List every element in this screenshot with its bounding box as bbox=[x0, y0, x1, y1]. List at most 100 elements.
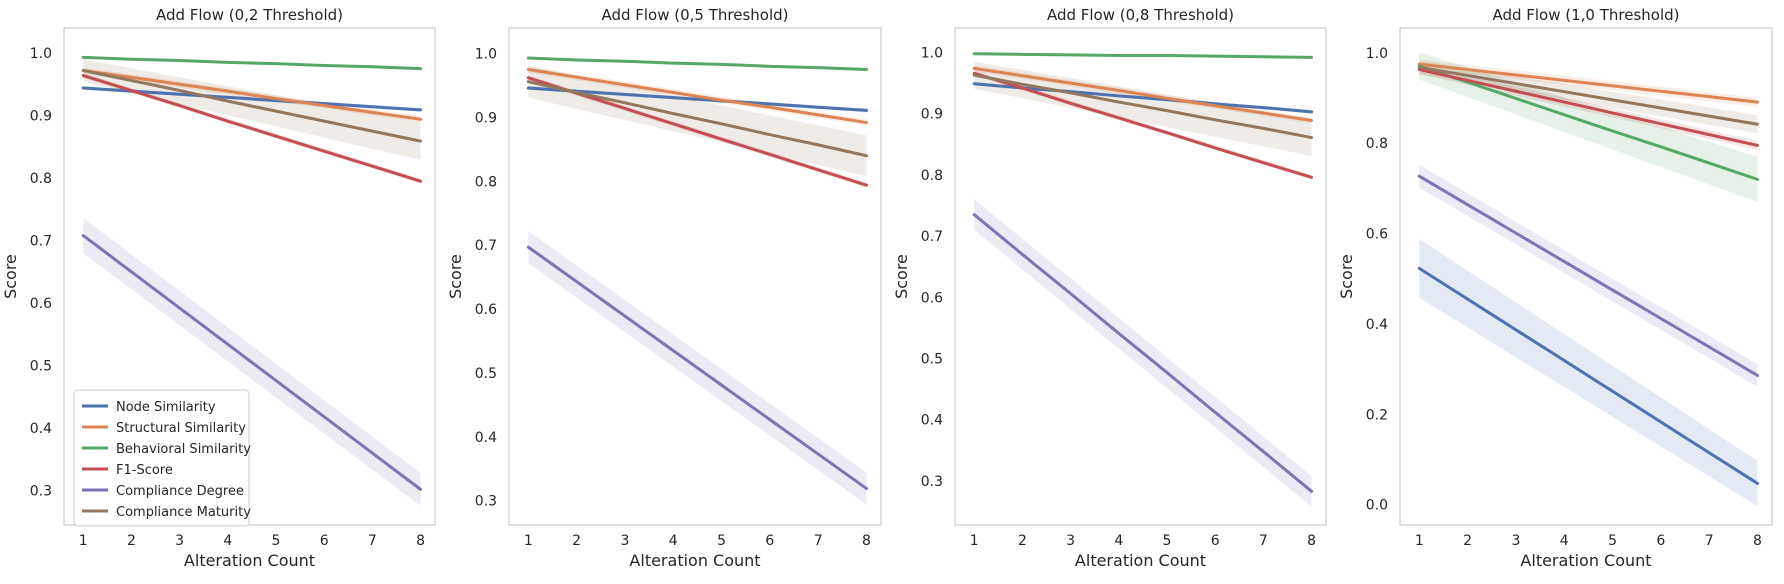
x-tick-label: 2 bbox=[572, 533, 581, 549]
x-tick-label: 1 bbox=[524, 533, 533, 549]
x-tick-label: 7 bbox=[368, 533, 377, 549]
chart-panel-1: Add Flow (0,2 Threshold) 1 2 3 4 5 6 7 8 0.3 0.4 0.… bbox=[1, 6, 436, 570]
y-tick-label: 0.3 bbox=[30, 484, 52, 500]
x-tick-label: 6 bbox=[1211, 533, 1220, 549]
series-line-f1-score bbox=[81, 74, 423, 183]
chart-panel-4: Add Flow (1,0 Threshold) 1 2 3 4 5 6 7 8 0.0 0.2 0.… bbox=[1337, 6, 1773, 570]
series-line-compliance-maturity bbox=[972, 73, 1314, 140]
y-tick-label: 0.5 bbox=[921, 352, 943, 368]
series-line-node-similarity bbox=[526, 86, 869, 112]
x-tick-label: 7 bbox=[1259, 533, 1268, 549]
x-tick-label: 7 bbox=[814, 533, 823, 549]
legend-label-behavioral-similarity: Behavioral Similarity bbox=[116, 442, 251, 457]
ci-band-compliance-maturity bbox=[974, 61, 1312, 156]
series-line-structural-similarity bbox=[526, 68, 869, 125]
y-tick-label: 0.4 bbox=[475, 430, 497, 446]
legend-label-structural-similarity: Structural Similarity bbox=[116, 421, 246, 436]
y-tick-label: 0.9 bbox=[475, 110, 497, 126]
y-tick-label: 0.8 bbox=[1366, 136, 1388, 152]
series-line-compliance-maturity bbox=[81, 69, 423, 143]
x-axis-label: Alteration Count bbox=[184, 551, 315, 570]
x-tick-label: 4 bbox=[1560, 533, 1569, 549]
legend-label-f1-score: F1-Score bbox=[116, 463, 173, 478]
series-line-node-similarity bbox=[972, 82, 1314, 114]
x-tick-label: 1 bbox=[79, 533, 88, 549]
y-axis-label: Score bbox=[446, 254, 465, 299]
y-tick-label: 0.7 bbox=[30, 234, 52, 250]
y-axis-label: Score bbox=[1, 254, 20, 299]
x-tick-label: 4 bbox=[669, 533, 678, 549]
x-tick-label: 4 bbox=[223, 533, 232, 549]
x-axis-label: Alteration Count bbox=[629, 551, 760, 570]
x-axis-label: Alteration Count bbox=[1075, 551, 1206, 570]
y-tick-label: 1.0 bbox=[475, 47, 497, 63]
x-tick-label: 7 bbox=[1705, 533, 1714, 549]
x-tick-label: 8 bbox=[1753, 533, 1762, 549]
x-tick-label: 6 bbox=[320, 533, 329, 549]
y-tick-label: 0.5 bbox=[475, 366, 497, 382]
y-tick-label: 0.0 bbox=[1366, 498, 1388, 514]
series-line-f1-score bbox=[972, 71, 1314, 179]
x-tick-label: 4 bbox=[1114, 533, 1123, 549]
y-tick-label: 0.4 bbox=[30, 421, 52, 437]
y-tick-label: 0.6 bbox=[921, 290, 943, 306]
plot-frame bbox=[1399, 27, 1773, 526]
legend-label-node-similarity: Node Similarity bbox=[116, 400, 216, 415]
series-line-structural-similarity bbox=[972, 66, 1314, 122]
series-line-f1-score bbox=[1417, 68, 1760, 147]
series-line-compliance-maturity bbox=[526, 80, 869, 158]
legend: Node Similarity Structural Similarity Beha… bbox=[73, 389, 251, 527]
y-tick-label: 0.7 bbox=[475, 238, 497, 254]
chart-title: Add Flow (1,0 Threshold) bbox=[1492, 6, 1679, 24]
y-tick-label: 0.9 bbox=[30, 109, 52, 125]
x-axis-label: Alteration Count bbox=[1520, 551, 1651, 570]
x-tick-label: 5 bbox=[272, 533, 281, 549]
series-line-compliance-degree bbox=[81, 234, 423, 491]
ci-band-node-similarity bbox=[1419, 238, 1758, 507]
chart-title: Add Flow (0,8 Threshold) bbox=[1047, 6, 1234, 24]
y-tick-label: 0.8 bbox=[30, 171, 52, 187]
series-line-structural-similarity bbox=[1417, 62, 1760, 104]
x-tick-label: 6 bbox=[765, 533, 774, 549]
series-line-compliance-degree bbox=[526, 245, 869, 491]
series-line-structural-similarity bbox=[81, 69, 423, 121]
x-tick-label: 2 bbox=[1463, 533, 1472, 549]
y-tick-label: 1.0 bbox=[30, 46, 52, 62]
series-line-compliance-degree bbox=[972, 213, 1314, 493]
y-tick-label: 1.0 bbox=[921, 45, 943, 61]
y-tick-label: 0.3 bbox=[921, 474, 943, 490]
x-tick-label: 3 bbox=[1511, 533, 1520, 549]
y-tick-label: 0.3 bbox=[475, 494, 497, 510]
legend-box bbox=[73, 389, 250, 527]
series-line-compliance-maturity bbox=[1417, 65, 1760, 126]
x-tick-label: 8 bbox=[862, 533, 871, 549]
y-tick-label: 0.5 bbox=[30, 359, 52, 375]
series-line-behavioral-similarity bbox=[526, 56, 869, 72]
x-tick-label: 2 bbox=[1018, 533, 1027, 549]
chart-panel-2: Add Flow (0,5 Threshold) 1 2 3 4 5 6 7 8 0.3 0.4 0.… bbox=[446, 6, 882, 570]
x-tick-label: 8 bbox=[1307, 533, 1316, 549]
y-axis-label: Score bbox=[1337, 254, 1356, 299]
series-line-behavioral-similarity bbox=[81, 55, 423, 71]
x-tick-label: 3 bbox=[620, 533, 629, 549]
series-line-node-similarity bbox=[1417, 266, 1760, 485]
y-tick-label: 0.4 bbox=[921, 413, 943, 429]
series-line-behavioral-similarity bbox=[1417, 64, 1760, 181]
chart-title: Add Flow (0,5 Threshold) bbox=[601, 6, 788, 24]
y-axis-label: Score bbox=[892, 254, 911, 299]
series-line-compliance-degree bbox=[1417, 174, 1760, 377]
legend-label-compliance-degree: Compliance Degree bbox=[116, 484, 244, 499]
y-tick-label: 0.8 bbox=[921, 168, 943, 184]
y-tick-label: 0.8 bbox=[475, 174, 497, 190]
x-tick-label: 5 bbox=[1608, 533, 1617, 549]
x-tick-label: 1 bbox=[1415, 533, 1424, 549]
x-tick-label: 2 bbox=[127, 533, 136, 549]
y-tick-label: 0.7 bbox=[921, 229, 943, 245]
y-tick-label: 0.2 bbox=[1366, 407, 1388, 423]
x-tick-label: 3 bbox=[1066, 533, 1075, 549]
chart-title: Add Flow (0,2 Threshold) bbox=[156, 6, 343, 24]
x-tick-label: 6 bbox=[1656, 533, 1665, 549]
x-tick-label: 1 bbox=[970, 533, 979, 549]
chart-panel-3: Add Flow (0,8 Threshold) 1 2 3 4 5 6 7 8 0.3 0.4 0.… bbox=[892, 6, 1327, 570]
